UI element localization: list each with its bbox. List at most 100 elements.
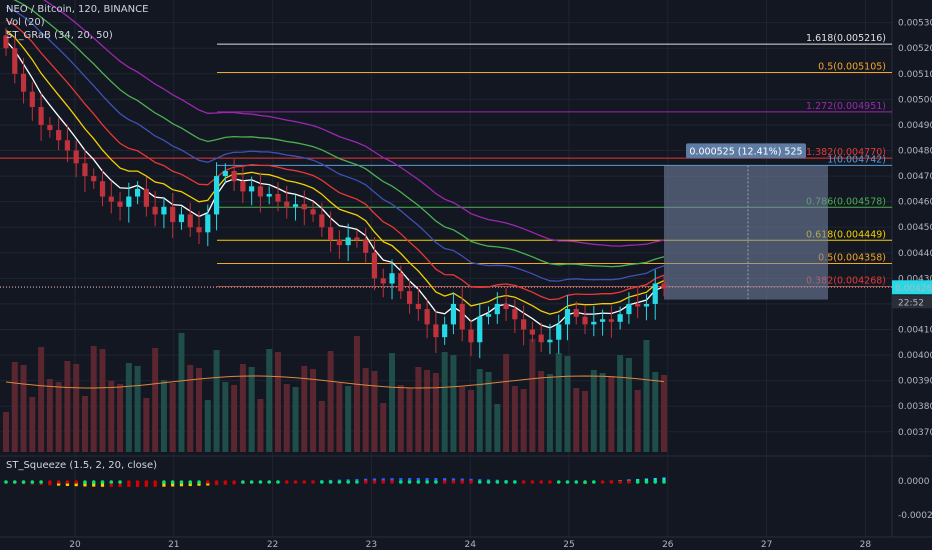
squeeze-dot — [48, 480, 52, 484]
squeeze-bar — [390, 478, 394, 482]
squeeze-bar — [153, 482, 157, 487]
time-axis[interactable]: 20 21 22 23 24 25 26 27 28 — [69, 540, 871, 550]
candle-body — [459, 303, 465, 330]
squeeze-bar — [83, 482, 87, 487]
volume-bars — [3, 333, 667, 452]
volume-bar — [196, 368, 203, 452]
candle-body — [38, 107, 44, 125]
volume-bar — [459, 387, 466, 452]
candle-body — [564, 309, 571, 325]
volume-bar — [485, 372, 492, 452]
ma-line — [5, 19, 665, 301]
squeeze-dot — [197, 480, 201, 484]
symbol-legend: NEO / Bitcoin, 120, BINANCE — [6, 4, 149, 15]
squeeze-dot — [223, 480, 228, 484]
squeeze-bar — [127, 482, 131, 487]
squeeze-dot — [284, 480, 289, 484]
volume-bar — [494, 404, 501, 452]
fib-label: 0.5(0.005105) — [818, 62, 886, 73]
ma-line — [5, 6, 665, 282]
candle-body — [47, 124, 53, 131]
candle-body — [547, 339, 553, 343]
squeeze-dot — [302, 480, 307, 484]
squeeze-dot — [179, 480, 184, 484]
candles — [3, 27, 667, 359]
squeeze-dot — [583, 480, 587, 484]
volume-bar — [248, 367, 255, 452]
squeeze-dot — [311, 480, 315, 484]
volume-bar — [81, 396, 88, 452]
squeeze-dot — [416, 480, 421, 484]
x-tick-label: 22 — [267, 540, 278, 550]
y-tick-label: 0.005100 — [898, 70, 932, 80]
squeeze-dot — [407, 480, 412, 484]
squeeze-dot — [635, 480, 640, 484]
measure-box[interactable]: 0.000525 (12.41%) 525 — [664, 143, 828, 300]
candle-body — [433, 324, 439, 338]
squeeze-dot — [460, 480, 465, 484]
squeeze-dot — [346, 480, 350, 484]
volume-bar — [222, 382, 229, 452]
volume-bar — [327, 351, 334, 452]
candle-body — [91, 176, 97, 182]
y-tick-label: 0.005000 — [898, 95, 932, 105]
volume-bar — [292, 387, 299, 452]
volume-bar — [476, 369, 483, 452]
volume-bar — [380, 403, 387, 452]
volume-bar — [239, 364, 246, 452]
squeeze-dot — [442, 480, 447, 484]
countdown-tag-bg — [892, 295, 932, 309]
squeeze-dot — [205, 480, 210, 484]
squeeze-dot — [495, 480, 500, 484]
volume-bar — [3, 412, 9, 452]
squeeze-bar — [197, 482, 201, 486]
fib-label: 0.618(0.004449) — [806, 229, 886, 240]
squeeze-bar — [399, 478, 403, 482]
x-tick-label: 23 — [366, 540, 377, 550]
price-axis[interactable]: 0.005300 0.005200 0.005100 0.005000 0.004900… — [892, 19, 932, 521]
squeeze-dot — [609, 480, 614, 484]
candle-body — [591, 321, 597, 325]
squeeze-bar — [381, 478, 385, 482]
squeeze-dot — [644, 480, 649, 484]
squeeze-dot — [162, 480, 166, 484]
candle-body — [336, 240, 342, 246]
squeeze-bar — [100, 482, 105, 487]
squeeze-dot — [188, 480, 193, 484]
candle-body — [661, 283, 667, 289]
squeeze-dot — [477, 480, 482, 484]
ma-line — [43, 0, 665, 247]
candle-body — [556, 324, 562, 340]
squeeze-dot — [135, 480, 140, 484]
volume-bar — [599, 373, 606, 452]
price-tag-bg — [892, 280, 932, 295]
squeeze-tick-label: 0.0000 — [898, 477, 930, 487]
squeeze-dot — [249, 480, 254, 484]
candle-body — [608, 319, 614, 322]
squeeze-dot — [653, 480, 658, 484]
squeeze-dot — [293, 480, 298, 484]
squeeze-dot — [21, 480, 26, 484]
squeeze-bar — [425, 478, 429, 482]
candle-body — [599, 319, 606, 322]
squeeze-dot — [153, 480, 157, 484]
candle-body — [415, 303, 421, 310]
squeeze-dot — [548, 480, 552, 484]
squeeze-dot — [337, 480, 342, 484]
fib-label: 1.272(0.004951) — [806, 101, 886, 112]
fib-label: 0.5(0.004358) — [818, 253, 886, 264]
squeeze-dot — [521, 480, 526, 484]
volume-bar — [424, 370, 431, 452]
volume-bar — [38, 347, 45, 452]
candle-body — [310, 209, 316, 215]
volume-bar — [573, 388, 580, 452]
squeeze-bar — [407, 478, 412, 482]
ma-line — [12, 0, 665, 268]
candle-body — [187, 214, 193, 228]
candle-body — [345, 237, 351, 246]
volume-bar — [362, 368, 369, 452]
volume-bar — [520, 389, 527, 452]
volume-bar — [231, 385, 238, 452]
candle-body — [29, 91, 35, 108]
